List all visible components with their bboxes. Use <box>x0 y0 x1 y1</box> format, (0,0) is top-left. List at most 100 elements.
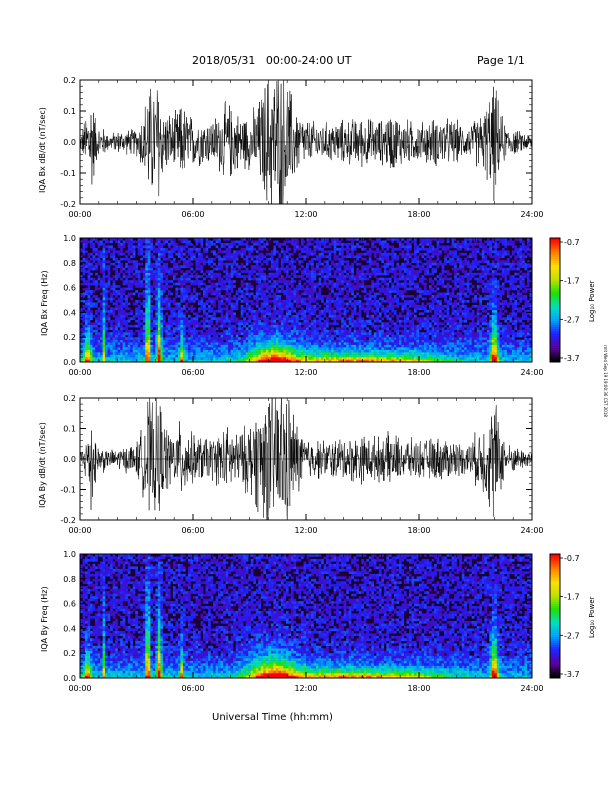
spectrogram-cell <box>137 357 141 360</box>
spectrogram-cell <box>321 359 324 363</box>
spectrogram-cell <box>341 300 344 303</box>
spectrogram-cell <box>110 309 113 313</box>
spectrogram-cell <box>147 344 151 348</box>
spectrogram-cell <box>187 307 191 311</box>
spectrogram-cell <box>253 354 256 358</box>
spectrogram-cell <box>225 332 229 335</box>
spectrogram-cell <box>185 242 189 246</box>
spectrogram-cell <box>321 270 324 273</box>
spectrogram-cell <box>363 240 367 244</box>
spectrogram-cell <box>203 332 206 335</box>
spectrogram-cell <box>165 347 169 350</box>
spectrogram-cell <box>303 240 307 244</box>
spectrogram-cell <box>85 302 88 306</box>
spectrogram-cell <box>346 297 349 301</box>
spectrogram-cell <box>172 262 176 266</box>
spectrogram-cell <box>386 314 390 318</box>
spectrogram-cell <box>270 337 274 340</box>
spectrogram-cell <box>180 319 184 323</box>
spectrogram-cell <box>150 277 154 281</box>
spectrogram-cell <box>388 277 392 281</box>
spectrogram-cell <box>218 267 221 271</box>
spectrogram-cell <box>383 327 387 330</box>
spectrogram-cell <box>120 354 123 358</box>
spectrogram-cell <box>208 300 211 303</box>
spectrogram-cell <box>208 344 211 348</box>
spectrogram-cell <box>120 290 123 293</box>
spectrogram-cell <box>198 285 201 288</box>
spectrogram-cell <box>80 255 83 259</box>
spectrogram-cell <box>351 270 354 273</box>
spectrogram-cell <box>107 332 111 335</box>
spectrogram-cell <box>167 324 171 328</box>
spectrogram-cell <box>130 287 133 291</box>
spectrogram-cell <box>358 334 362 338</box>
spectrogram-cell <box>341 359 344 363</box>
spectrogram-cell <box>373 339 377 343</box>
spectrogram-cell <box>218 250 221 254</box>
spectrogram-cell <box>386 334 390 338</box>
spectrogram-cell <box>213 327 216 330</box>
spectrogram-cell <box>152 349 156 353</box>
spectrogram-cell <box>203 295 206 298</box>
spectrogram-cell <box>102 347 106 350</box>
spectrogram-cell <box>396 247 400 251</box>
spectrogram-cell <box>316 242 319 246</box>
spectrogram-cell <box>341 302 344 306</box>
spectrogram-cell <box>102 329 106 333</box>
spectrogram-cell <box>311 319 314 323</box>
spectrogram-cell <box>102 359 106 363</box>
spectrogram-cell <box>80 322 83 325</box>
spectrogram-cell <box>162 354 166 358</box>
spectrogram-cell <box>273 312 277 316</box>
spectrogram-cell <box>213 297 216 301</box>
spectrogram-cell <box>275 297 279 301</box>
spectrogram-cell <box>376 287 380 291</box>
spectrogram-cell <box>363 242 367 246</box>
spectrogram-cell <box>386 347 390 350</box>
spectrogram-cell <box>260 349 264 353</box>
spectrogram-cell <box>396 354 400 358</box>
spectrogram-cell <box>278 272 282 276</box>
spectrogram-cell <box>273 302 277 306</box>
spectrogram-cell <box>258 357 261 360</box>
spectrogram-cell <box>210 354 214 358</box>
spectrogram-cell <box>381 304 385 308</box>
spectrogram-cell <box>218 280 221 283</box>
spectrogram-cell <box>396 272 400 276</box>
spectrogram-cell <box>218 357 221 360</box>
spectrogram-cell <box>147 260 151 263</box>
spectrogram-cell <box>122 304 126 308</box>
spectrogram-cell <box>318 257 322 261</box>
spectrogram-cell <box>218 302 221 306</box>
spectrogram-cell <box>127 295 131 298</box>
spectrogram-cell <box>258 342 261 345</box>
spectrogram-cell <box>341 257 344 261</box>
spectrogram-cell <box>100 300 103 303</box>
spectrogram-cell <box>366 250 369 254</box>
spectrogram-cell <box>358 349 362 353</box>
spectrogram-cell <box>85 265 88 268</box>
spectrogram-cell <box>293 334 297 338</box>
spectrogram-cell <box>351 242 354 246</box>
spectrogram-cell <box>398 312 402 316</box>
spectrogram-cell <box>95 267 98 271</box>
spectrogram-cell <box>358 357 362 360</box>
spectrogram-cell <box>391 287 395 291</box>
spectrogram-cell <box>160 317 164 321</box>
spectrogram-cell <box>243 238 246 241</box>
spectrogram-cell <box>193 245 196 249</box>
spectrogram-cell <box>162 297 166 301</box>
spectrogram-cell <box>117 337 121 340</box>
spectrogram-cell <box>82 329 86 333</box>
spectrogram-cell <box>80 347 83 350</box>
spectrogram-cell <box>187 252 191 256</box>
spectrogram-cell <box>160 270 164 273</box>
spectrogram-cell <box>388 302 392 306</box>
spectrogram-cell <box>348 290 352 293</box>
spectrogram-cell <box>268 309 272 313</box>
spectrogram-cell <box>280 302 284 306</box>
spectrogram-cell <box>265 357 269 360</box>
spectrogram-cell <box>187 247 191 251</box>
spectrogram-cell <box>208 307 211 311</box>
